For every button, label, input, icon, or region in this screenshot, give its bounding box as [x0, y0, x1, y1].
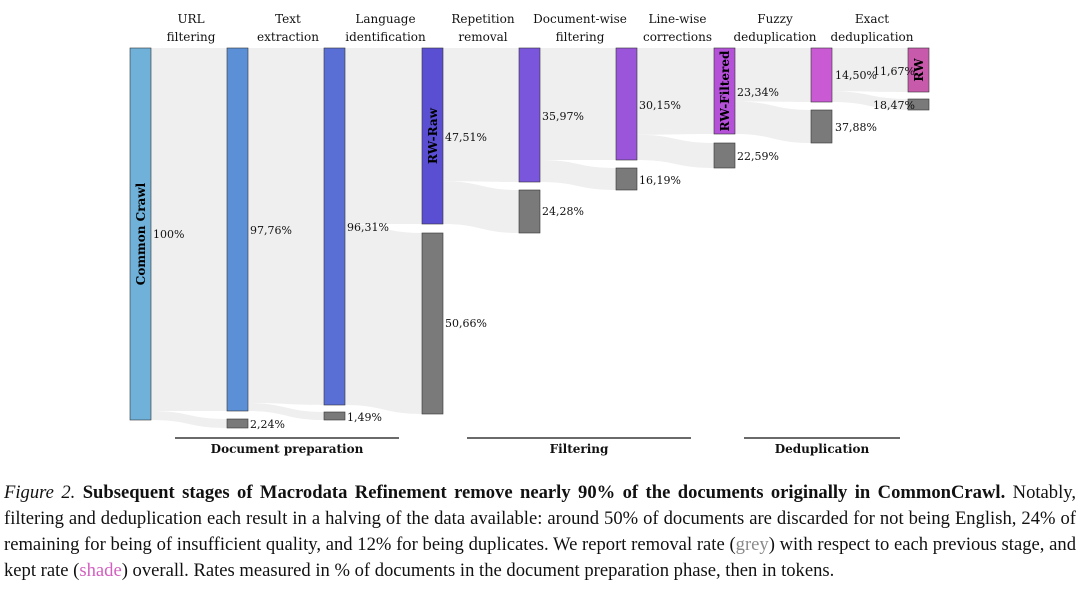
flow-removed-6: [637, 134, 714, 168]
stage-title-4-line1: Repetition: [451, 12, 514, 26]
pct-removed-8: 18,47%: [873, 99, 915, 112]
node-name-6: RW-Filtered: [718, 50, 732, 131]
pct-kept-4: 35,97%: [542, 110, 584, 123]
node-removed-1: [226, 418, 249, 429]
stage-title-2-line2: extraction: [257, 30, 319, 44]
flow-kept-2: [248, 48, 324, 405]
caption-figure-number: Figure 2.: [4, 482, 76, 503]
pct-removed-7: 37,88%: [835, 121, 877, 134]
stage-title-5-line2: filtering: [556, 30, 605, 44]
stage-title-3-line1: Language: [355, 12, 415, 26]
pct-kept-6: 23,34%: [737, 86, 779, 99]
stage-title-1-line2: filtering: [167, 30, 216, 44]
stage-title-5-line1: Document-wise: [533, 12, 627, 26]
node-removed-3: [421, 232, 444, 415]
node-kept-5: [615, 47, 638, 161]
group-label-2: Filtering: [550, 442, 609, 456]
caption-text-1: Notably, filtering and deduplication eac…: [4, 482, 1076, 555]
flow-kept-1: [151, 48, 227, 411]
pct-kept-1: 97,76%: [250, 224, 292, 237]
flow-kept-3: [345, 48, 422, 224]
node-removed-4: [518, 189, 541, 234]
stage-titles: URL filtering Text extraction Language identi…: [167, 12, 914, 44]
node-common-crawl: [129, 47, 152, 421]
flow-removed-5: [540, 160, 616, 190]
flow-removed-7: [735, 101, 811, 143]
node-kept-4: [518, 47, 541, 183]
caption-grey-word: grey: [735, 534, 769, 555]
pct-removed-1: 2,24%: [250, 418, 285, 431]
pct-kept-2: 96,31%: [347, 221, 389, 234]
stage-title-3-line2: identification: [345, 30, 426, 44]
caption-text-3: ) overall. Rates measured in % of docume…: [121, 560, 835, 581]
flow-removed-3: [345, 224, 422, 414]
flow-kept-6: [637, 48, 714, 135]
flow-removed-8: [832, 91, 908, 110]
stage-title-8-line1: Exact: [855, 12, 889, 26]
stage-title-8-line2: deduplication: [830, 30, 913, 44]
stage-title-7-line1: Fuzzy: [757, 12, 793, 26]
sankey-diagram: URL filtering Text extraction Language identi…: [129, 12, 930, 456]
pct-removed-6: 22,59%: [737, 150, 779, 163]
figure-caption: Figure 2. Subsequent stages of Macrodata…: [4, 480, 1076, 584]
stage-title-6-line2: corrections: [643, 30, 712, 44]
caption-text-2: ) with respect to each previous stage, a…: [4, 534, 1076, 581]
pct-removed-5: 16,19%: [639, 174, 681, 187]
flow-kept-8: [832, 48, 908, 92]
percent-labels: 100% 97,76% 2,24% 96,31% 1,49% 47,51% 50,66% 35…: [153, 65, 915, 431]
node-kept-7: [810, 47, 833, 103]
pct-kept-3: 47,51%: [445, 131, 487, 144]
stage-title-4-line2: removal: [458, 30, 507, 44]
node-kept-1: [226, 47, 249, 412]
node-removed-2: [323, 411, 346, 421]
pct-removed-3: 50,66%: [445, 317, 487, 330]
node-bars: Common Crawl RW-Raw RW-Filtered RW: [129, 47, 930, 429]
node-kept-2: [323, 47, 346, 406]
flow-removed-2: [248, 403, 324, 420]
pct-removed-2: 1,49%: [347, 411, 382, 424]
flow-removed-4: [443, 181, 519, 233]
flow-removed-1: [151, 411, 227, 428]
flow-bands: [151, 48, 908, 428]
group-label-1: Document preparation: [211, 442, 364, 456]
pct-kept-5: 30,15%: [639, 99, 681, 112]
pct-kept-8: 11,67%: [873, 65, 915, 78]
node-kept-8: [907, 47, 930, 93]
node-removed-5: [615, 167, 638, 191]
node-kept-6: [713, 47, 736, 135]
stage-title-1-line1: URL: [177, 12, 204, 26]
flow-kept-5: [540, 48, 616, 160]
pct-kept-7: 14,50%: [835, 69, 877, 82]
node-name-3: RW-Raw: [426, 107, 440, 164]
node-name-8: RW: [912, 58, 926, 82]
caption-shade-word: shade: [79, 560, 122, 581]
node-removed-6: [713, 142, 736, 169]
caption-headline: Subsequent stages of Macrodata Refinemen…: [82, 482, 1006, 503]
group-label-3: Deduplication: [775, 442, 870, 456]
node-kept-3: [421, 47, 444, 225]
group-brackets: Document preparation Filtering Deduplicati…: [175, 437, 900, 456]
stage-title-2-line1: Text: [275, 12, 301, 26]
flow-kept-7: [735, 48, 811, 102]
pct-removed-4: 24,28%: [542, 205, 584, 218]
flow-kept-4: [443, 48, 519, 182]
node-removed-7: [810, 109, 833, 144]
node-removed-8: [907, 98, 930, 111]
node-label-common-crawl: Common Crawl: [134, 182, 148, 285]
stage-title-7-line2: deduplication: [733, 30, 816, 44]
stage-title-6-line1: Line-wise: [648, 12, 706, 26]
pct-common-crawl: 100%: [153, 228, 184, 241]
